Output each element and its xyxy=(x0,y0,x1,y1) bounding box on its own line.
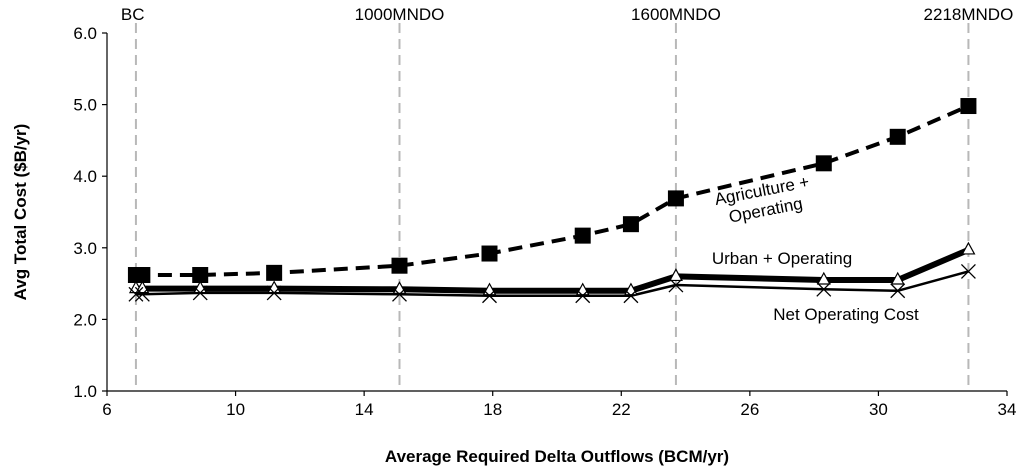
square-marker xyxy=(266,264,283,281)
reference-lines: BC 1000MNDO 1600MNDO 2218MNDO xyxy=(121,5,1013,391)
x-axis-title: Average Required Delta Outflows (BCM/yr) xyxy=(385,447,729,466)
reference-line-label: 1600MNDO xyxy=(631,5,721,24)
x-tick-label: 6 xyxy=(102,400,111,419)
data-markers xyxy=(127,98,977,304)
triangle-marker xyxy=(890,271,905,285)
x-marker xyxy=(266,285,282,301)
triangle-marker xyxy=(668,268,683,282)
square-marker xyxy=(192,267,209,284)
square-marker xyxy=(481,245,498,262)
series-label: Agriculture +Operating xyxy=(713,172,815,229)
x-tick-label: 26 xyxy=(740,400,759,419)
reference-line-label: BC xyxy=(121,5,145,24)
series-label: Net Operating Cost xyxy=(773,305,919,324)
square-marker xyxy=(391,257,408,274)
triangle-marker xyxy=(816,271,831,285)
x-marker xyxy=(890,283,906,299)
square-marker xyxy=(574,227,591,244)
square-marker xyxy=(815,155,832,172)
series-line xyxy=(135,247,970,294)
series-labels: Agriculture +Operating Urban + Operating N… xyxy=(712,172,919,324)
data-series xyxy=(135,104,970,298)
y-tick-label: 4.0 xyxy=(73,167,97,186)
x-tick-label: 30 xyxy=(869,400,888,419)
x-marker xyxy=(575,288,591,304)
x-marker xyxy=(623,288,639,304)
x-marker xyxy=(192,285,208,301)
series-line xyxy=(135,104,970,277)
x-tick-label: 34 xyxy=(998,400,1017,419)
square-marker xyxy=(960,98,977,115)
series-label: Urban + Operating xyxy=(712,249,852,268)
triangle-marker xyxy=(961,241,976,255)
y-tick-label: 5.0 xyxy=(73,96,97,115)
x-marker xyxy=(668,277,684,293)
square-marker xyxy=(134,267,151,284)
x-marker xyxy=(134,286,150,302)
x-marker xyxy=(816,281,832,297)
x-marker xyxy=(960,263,976,279)
x-tick-label: 10 xyxy=(226,400,245,419)
x-marker xyxy=(392,286,407,302)
square-marker xyxy=(622,216,639,233)
axes: 1.0 2.0 3.0 4.0 5.0 6.0 6 10 14 18 22 26 30 34 xyxy=(73,24,1016,419)
y-tick-label: 3.0 xyxy=(73,239,97,258)
reference-line-label: 1000MNDO xyxy=(355,5,445,24)
series-label-line: Net Operating Cost xyxy=(773,305,919,324)
x-tick-label: 22 xyxy=(612,400,631,419)
series-label-line: Urban + Operating xyxy=(712,249,852,268)
x-tick-label: 14 xyxy=(355,400,374,419)
x-tick-label: 18 xyxy=(483,400,502,419)
square-marker xyxy=(667,190,684,207)
y-axis-title: Avg Total Cost ($B/yr) xyxy=(11,124,30,301)
square-marker xyxy=(889,128,906,145)
y-tick-label: 6.0 xyxy=(73,24,97,43)
y-tick-label: 1.0 xyxy=(73,382,97,401)
reference-line-label: 2218MNDO xyxy=(924,5,1014,24)
x-marker xyxy=(482,288,497,304)
x-marker xyxy=(128,286,144,302)
series-line xyxy=(135,270,969,298)
y-tick-label: 2.0 xyxy=(73,310,97,329)
